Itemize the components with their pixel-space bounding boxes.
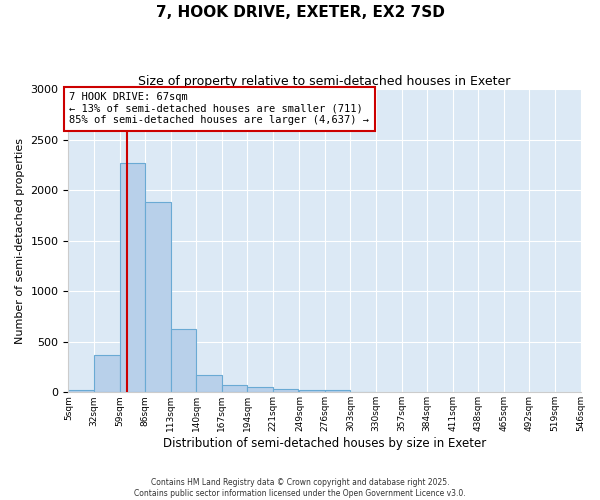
Y-axis label: Number of semi-detached properties: Number of semi-detached properties (15, 138, 25, 344)
Bar (145, 202, 170, 392)
Text: 7 HOOK DRIVE: 67sqm
← 13% of semi-detached houses are smaller (711)
85% of semi-: 7 HOOK DRIVE: 67sqm ← 13% of semi-detach… (70, 92, 370, 126)
Text: Contains HM Land Registry data © Crown copyright and database right 2025.
Contai: Contains HM Land Registry data © Crown c… (134, 478, 466, 498)
Bar (273, 390, 298, 392)
Bar (94, 355, 119, 393)
Bar (68, 390, 94, 392)
Bar (325, 390, 350, 392)
Text: 7, HOOK DRIVE, EXETER, EX2 7SD: 7, HOOK DRIVE, EXETER, EX2 7SD (155, 5, 445, 20)
X-axis label: Distribution of semi-detached houses by size in Exeter: Distribution of semi-detached houses by … (163, 437, 486, 450)
Bar (222, 384, 247, 392)
Bar (119, 163, 145, 392)
Bar (247, 387, 273, 392)
Bar (196, 374, 222, 392)
Bar (170, 328, 196, 392)
Title: Size of property relative to semi-detached houses in Exeter: Size of property relative to semi-detach… (138, 75, 511, 88)
Bar (299, 390, 325, 392)
